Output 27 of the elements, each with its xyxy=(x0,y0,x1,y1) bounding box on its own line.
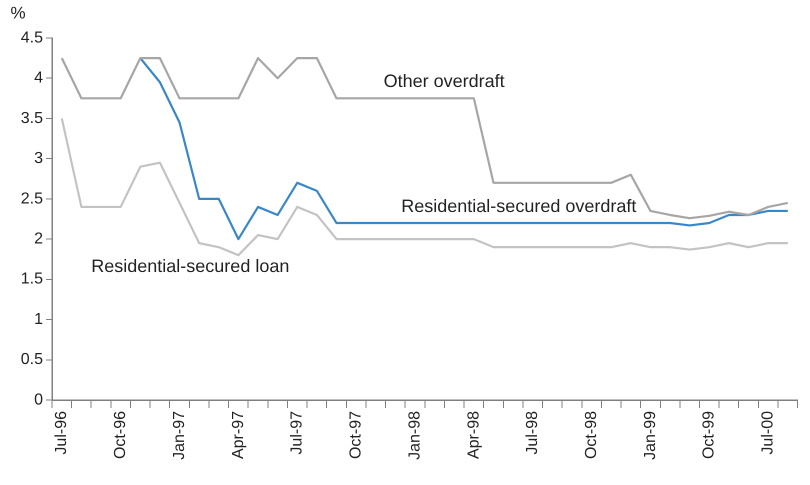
y-tick-label: 0.5 xyxy=(20,351,44,368)
y-tick-label: 1.5 xyxy=(20,270,44,288)
x-tick-label: Jan-99 xyxy=(642,410,659,460)
y-tick-label: 3 xyxy=(34,150,44,168)
y-tick-label: 1 xyxy=(34,310,44,328)
x-tick-label: Jul-98 xyxy=(524,410,542,455)
y-tick-label: 2.5 xyxy=(20,190,44,208)
y-tick-label: 3.5 xyxy=(20,110,44,127)
x-tick-label: Jul-00 xyxy=(760,410,777,455)
x-tick-label: Oct-98 xyxy=(582,410,600,460)
series-label: Other overdraft xyxy=(384,71,505,92)
series-label: Residential-secured loan xyxy=(91,256,290,276)
x-tick-label: Jan-97 xyxy=(170,410,188,460)
x-tick-label: Oct-96 xyxy=(112,410,130,460)
x-tick-label: Jan-98 xyxy=(406,410,424,460)
y-tick-label: 2 xyxy=(34,230,44,248)
x-tick-label: Jul-97 xyxy=(288,410,306,455)
y-tick-label: 4.5 xyxy=(20,29,44,46)
x-tick-label: Oct-99 xyxy=(700,410,718,460)
y-axis-title: % xyxy=(10,4,26,23)
x-tick-label: Apr-97 xyxy=(230,410,247,460)
x-tick-label: Oct-97 xyxy=(348,410,365,460)
series-label: Residential-secured overdraft xyxy=(401,196,636,216)
y-tick-label: 4 xyxy=(34,70,44,87)
x-tick-label: Jul-96 xyxy=(53,410,70,455)
x-tick-label: Apr-98 xyxy=(465,410,482,460)
y-tick-label: 0 xyxy=(34,391,44,408)
